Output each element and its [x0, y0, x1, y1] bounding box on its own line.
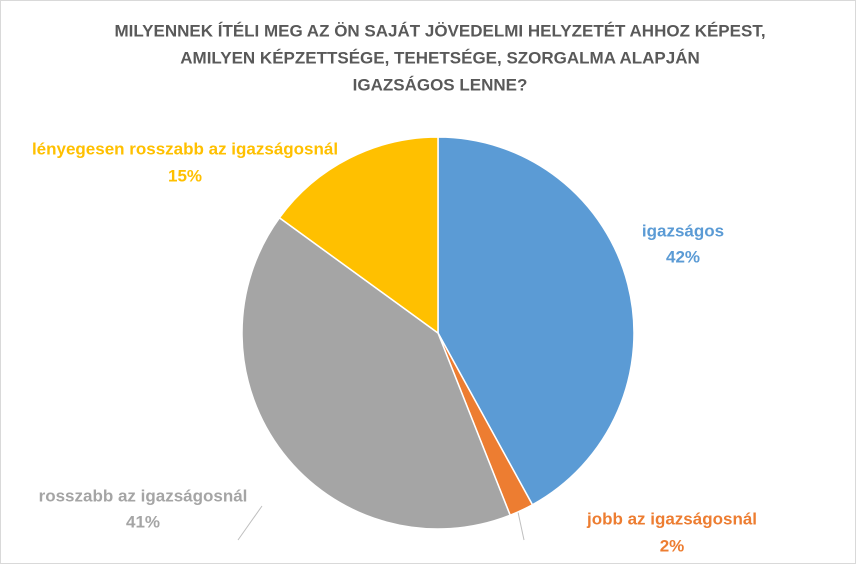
slice-label: igazságos	[642, 221, 724, 240]
chart-title: AMILYEN KÉPZETTSÉGE, TEHETSÉGE, SZORGALM…	[180, 48, 700, 67]
pie-slice	[241, 216, 512, 530]
slice-label: rosszabb az igazságosnál	[39, 486, 248, 505]
slice-value: 42%	[666, 247, 700, 266]
slice-value: 2%	[660, 536, 685, 555]
pie-slice	[278, 136, 439, 335]
slice-label: jobb az igazságosnál	[586, 509, 757, 528]
slice-value: 15%	[168, 166, 202, 185]
chart-title: IGAZSÁGOS LENNE?	[353, 75, 528, 94]
slice-value: 41%	[126, 512, 160, 531]
slice-label: lényegesen rosszabb az igazságosnál	[32, 139, 338, 158]
pie-slice	[437, 136, 635, 506]
leader-line	[237, 505, 263, 541]
chart-title: MILYENNEK ÍTÉLI MEG AZ ÖN SAJÁT JÖVEDELM…	[114, 21, 765, 40]
leader-line	[517, 511, 525, 541]
